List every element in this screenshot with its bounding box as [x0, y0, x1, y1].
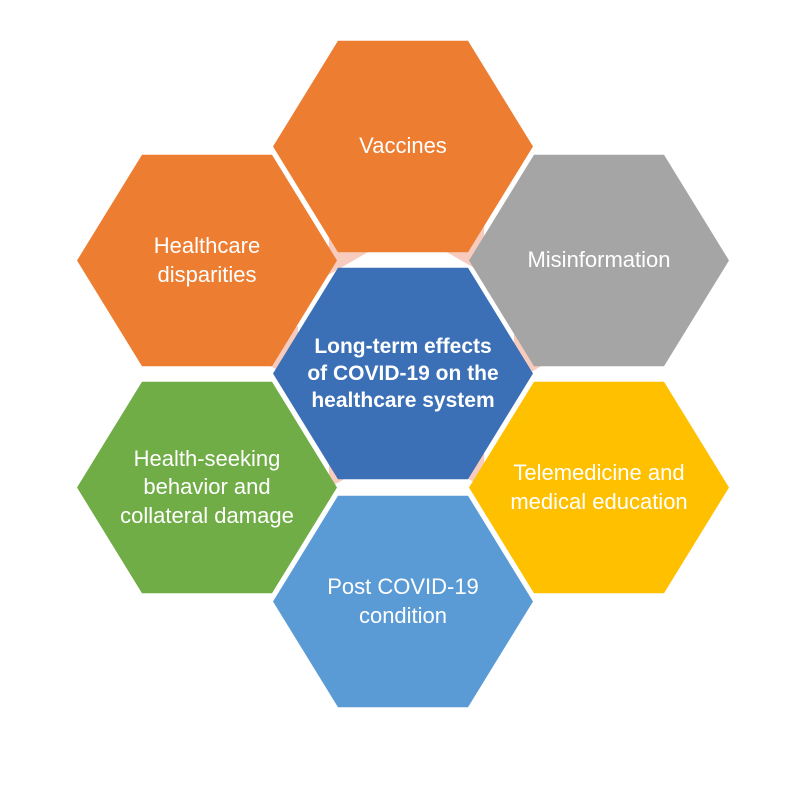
hex-label: Telemedicine and medical education: [503, 459, 695, 516]
hex-label: Long-term effects of COVID-19 on the hea…: [307, 333, 499, 415]
hex-label: Vaccines: [359, 132, 447, 161]
hex-label: Health-seeking behavior and collateral d…: [111, 445, 303, 531]
hex-label: Misinformation: [527, 246, 670, 275]
hex-diagram: Vaccines Healthcare disparities Misinfor…: [0, 0, 800, 797]
hex-label: Post COVID-19 condition: [307, 573, 499, 630]
hex-label: Healthcare disparities: [111, 232, 303, 289]
